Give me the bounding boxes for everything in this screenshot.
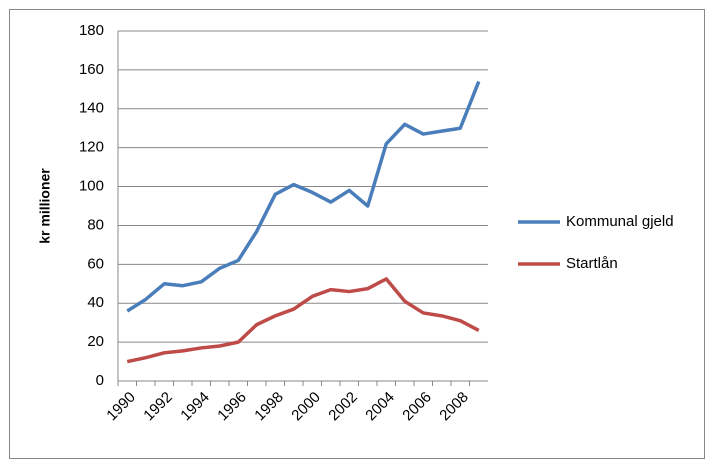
y-tick-label: 80: [87, 216, 104, 233]
y-tick-label: 140: [79, 100, 104, 117]
y-tick-label: 60: [87, 255, 104, 272]
chart-border: [9, 9, 705, 459]
y-tick-label: 20: [87, 333, 104, 350]
y-axis-label: kr millioner: [37, 168, 53, 244]
series-line: [126, 80, 481, 313]
legend-label: Startlån: [566, 255, 618, 272]
y-tick-label: 180: [79, 22, 104, 39]
y-tick-label: 40: [87, 294, 104, 311]
y-tick-label: 100: [79, 178, 104, 195]
series-line: [126, 277, 480, 364]
y-tick-label: 120: [79, 139, 104, 156]
legend-label: Kommunal gjeld: [566, 213, 674, 230]
y-tick-label: 0: [96, 372, 104, 389]
y-tick-label: 160: [79, 61, 104, 78]
